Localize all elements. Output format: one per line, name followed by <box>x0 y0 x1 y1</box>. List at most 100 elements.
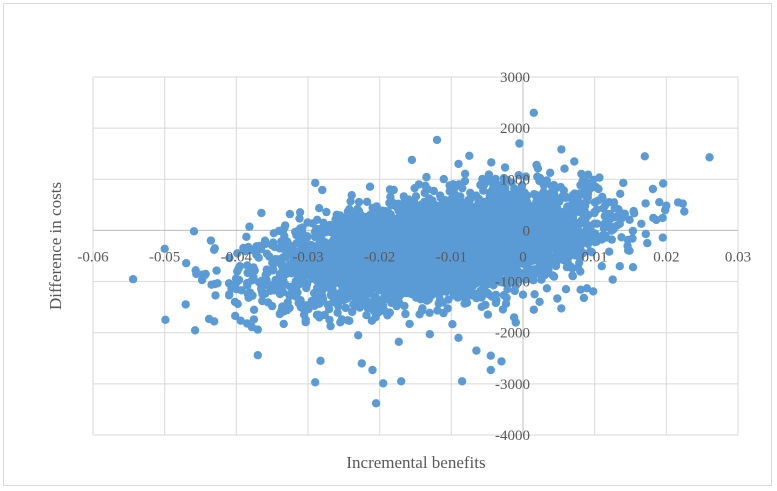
data-point <box>548 221 558 230</box>
data-point <box>441 287 451 296</box>
data-point <box>542 205 551 215</box>
data-point <box>316 226 325 235</box>
data-point <box>630 209 639 218</box>
data-point <box>378 247 387 257</box>
data-point <box>369 306 379 316</box>
data-point <box>441 267 451 277</box>
data-point <box>549 200 558 209</box>
data-point <box>659 179 668 188</box>
data-point <box>348 307 357 317</box>
data-point <box>469 273 478 282</box>
data-point <box>360 218 369 227</box>
data-point <box>625 246 634 255</box>
data-point <box>387 265 396 274</box>
data-point <box>655 198 664 207</box>
data-point <box>280 223 289 232</box>
data-point <box>594 184 603 194</box>
data-point <box>568 212 578 222</box>
data-point <box>530 290 539 299</box>
data-point <box>362 311 371 320</box>
data-point <box>277 305 286 315</box>
data-point <box>401 271 410 280</box>
data-point <box>522 204 531 213</box>
data-point <box>352 209 361 218</box>
data-point <box>189 227 199 236</box>
data-point <box>572 225 582 234</box>
data-point <box>232 278 241 287</box>
data-point <box>318 286 327 295</box>
data-point <box>401 283 411 293</box>
data-point <box>491 298 501 308</box>
data-point <box>643 238 652 248</box>
data-point <box>617 233 626 242</box>
data-point <box>320 269 329 278</box>
data-point <box>513 266 522 275</box>
data-point <box>301 315 310 324</box>
data-point <box>244 293 253 302</box>
data-point <box>312 310 322 320</box>
data-point <box>641 199 650 208</box>
data-point <box>258 290 267 299</box>
data-point <box>568 190 578 200</box>
data-point <box>422 172 431 182</box>
data-point <box>281 280 290 289</box>
data-point <box>303 232 312 241</box>
data-point <box>498 305 508 314</box>
data-point <box>501 278 510 287</box>
data-point <box>530 265 539 274</box>
data-point <box>658 213 667 223</box>
data-point <box>161 315 170 324</box>
data-point <box>576 285 585 294</box>
data-point <box>618 210 627 219</box>
data-point <box>517 181 527 190</box>
data-point <box>236 316 245 325</box>
data-point <box>410 184 419 193</box>
data-point <box>540 231 549 241</box>
data-point <box>197 275 207 285</box>
data-point <box>325 305 334 314</box>
data-point <box>267 241 277 250</box>
data-point <box>488 272 497 282</box>
data-point <box>254 278 264 287</box>
data-point <box>233 299 242 309</box>
data-point <box>291 291 301 300</box>
data-point <box>625 215 634 224</box>
data-point <box>231 311 240 321</box>
data-point <box>601 231 610 241</box>
data-point <box>291 276 301 286</box>
data-point <box>517 195 526 204</box>
data-point <box>479 186 488 195</box>
data-point <box>563 207 572 216</box>
data-point <box>524 241 534 250</box>
data-point <box>365 232 374 242</box>
data-point <box>491 290 501 299</box>
data-point <box>495 269 505 279</box>
data-point <box>439 174 448 184</box>
data-point <box>608 275 617 284</box>
data-point <box>557 145 566 154</box>
data-point <box>516 274 525 283</box>
data-point <box>511 213 520 222</box>
data-point <box>546 168 555 177</box>
data-point <box>490 196 499 205</box>
data-point <box>592 205 601 214</box>
data-point <box>412 273 421 283</box>
data-point <box>540 266 549 275</box>
data-point <box>553 294 562 303</box>
data-point <box>474 194 484 204</box>
data-point <box>421 203 431 212</box>
data-point <box>206 236 216 245</box>
data-point <box>499 173 509 183</box>
data-point <box>497 260 506 269</box>
data-point <box>435 296 445 305</box>
data-point <box>295 208 305 217</box>
data-point <box>278 262 287 271</box>
data-point <box>405 319 414 329</box>
data-point <box>484 170 494 179</box>
data-point <box>641 229 650 239</box>
data-point <box>270 279 279 289</box>
data-point <box>367 316 377 325</box>
data-point <box>511 219 521 228</box>
data-point <box>244 242 253 252</box>
data-point <box>261 239 270 249</box>
